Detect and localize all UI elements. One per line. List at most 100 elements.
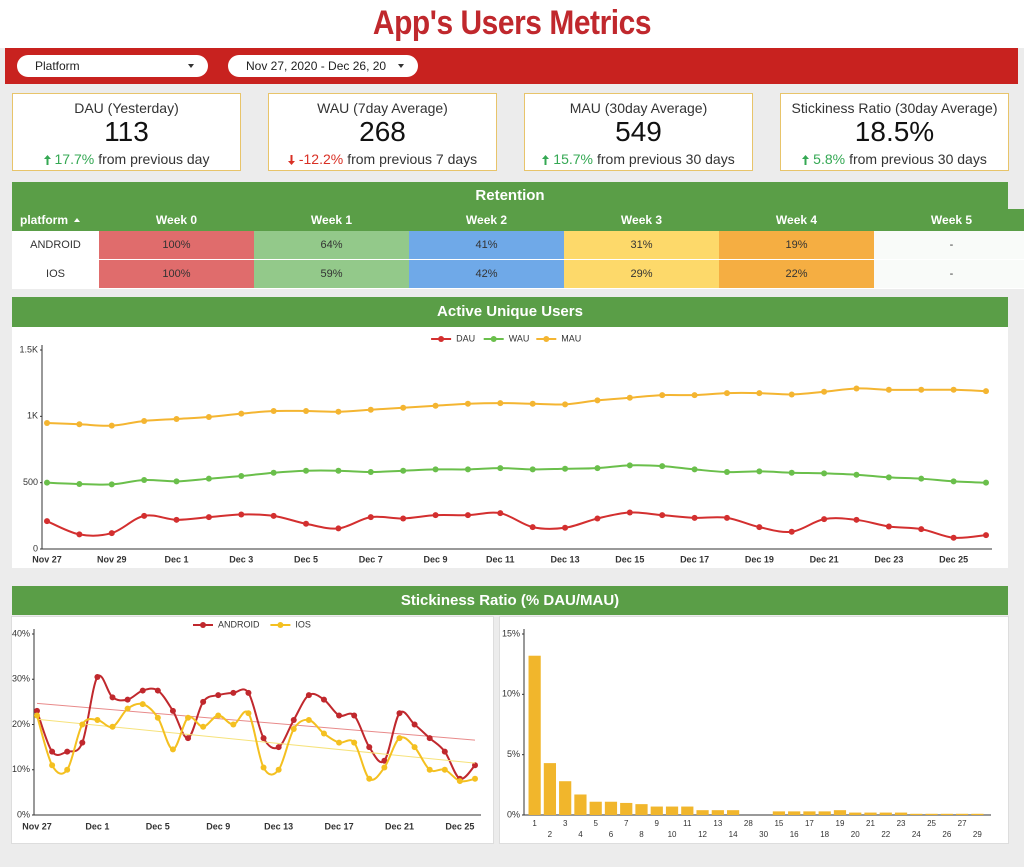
- bar: [818, 811, 831, 815]
- x-tick-label: 13: [713, 819, 722, 828]
- retention-panel: Retention platform Week 0 Week 1 Week 2 Week…: [12, 182, 1024, 289]
- data-point: [562, 524, 569, 531]
- data-point: [497, 400, 504, 407]
- x-tick-label: Dec 5: [294, 554, 318, 564]
- data-point: [245, 710, 252, 717]
- header-text: Week 2: [465, 213, 508, 227]
- data-point: [270, 408, 277, 415]
- retention-cell: 100%: [99, 231, 254, 260]
- legend-label: ANDROID: [218, 619, 260, 629]
- bar: [955, 813, 969, 815]
- header-text: Week 3: [620, 213, 663, 227]
- data-point: [260, 764, 267, 771]
- data-point: [275, 744, 282, 751]
- kpi-change: 15.7%: [553, 151, 593, 167]
- caret: [188, 64, 194, 68]
- arrow: [802, 155, 810, 165]
- bar: [894, 812, 908, 815]
- bar: [803, 811, 816, 815]
- data-point: [108, 530, 115, 537]
- trend-line: [36, 702, 476, 741]
- section-title: Stickiness Ratio (% DAU/MAU): [12, 586, 1008, 615]
- data-point: [44, 479, 50, 486]
- data-point: [366, 775, 373, 782]
- table-row: ANDROID 100% 64% 41% 31% 19% -: [12, 231, 1024, 260]
- data-point: [691, 392, 698, 399]
- data-point: [205, 475, 212, 482]
- x-tick-label: Dec 17: [680, 554, 709, 564]
- kpi-comparison: from previous 30 days: [596, 151, 735, 167]
- y-tick-label: 10%: [12, 764, 30, 774]
- x-tick-label: 3: [563, 819, 568, 828]
- x-tick-label: 8: [639, 830, 644, 839]
- data-point: [594, 465, 601, 472]
- bar: [604, 801, 618, 815]
- x-tick-label: Dec 3: [229, 554, 253, 564]
- kpi-value: 113: [104, 116, 149, 147]
- header-row: platform Week 0 Week 1 Week 2 Week 3 Week 4 We…: [12, 209, 1024, 231]
- y-tick-label: 1.5K: [19, 344, 38, 354]
- data-point: [821, 388, 828, 395]
- data-point: [885, 474, 892, 481]
- kpi-change: 5.8%: [813, 151, 846, 167]
- date-filter[interactable]: Nov 27, 2020 - Dec 26, 20: [228, 55, 418, 77]
- data-point: [139, 701, 146, 708]
- column-header[interactable]: platform: [12, 209, 99, 231]
- data-point: [472, 775, 478, 782]
- data-point: [441, 748, 448, 755]
- data-point: [230, 721, 237, 728]
- data-point: [432, 466, 439, 473]
- data-point: [124, 705, 131, 712]
- data-point: [426, 735, 433, 742]
- column-header: Week 5: [874, 209, 1024, 231]
- data-point: [983, 388, 989, 395]
- data-point: [76, 531, 83, 538]
- data-point: [441, 766, 448, 773]
- data-point: [918, 475, 925, 482]
- data-point: [626, 509, 633, 516]
- series-line: [46, 387, 987, 427]
- stickiness-line-panel: [12, 617, 493, 843]
- data-point: [275, 766, 282, 773]
- data-point: [400, 467, 407, 474]
- data-point: [464, 512, 471, 519]
- x-tick-label: 22: [881, 830, 890, 839]
- data-point: [918, 526, 925, 533]
- retention-cell: 19%: [719, 231, 874, 260]
- x-tick-label: Dec 25: [445, 821, 474, 831]
- data-point: [320, 696, 327, 703]
- x-tick-label: 10: [668, 830, 677, 839]
- x-tick-label: 6: [609, 830, 614, 839]
- data-point: [124, 696, 131, 703]
- bar: [650, 806, 663, 815]
- legend-dot: [490, 336, 497, 342]
- y-tick-label: 5%: [507, 749, 520, 759]
- x-tick-label: Dec 9: [424, 554, 448, 564]
- data-point: [821, 470, 828, 477]
- kpi-label: Stickiness Ratio (30day Average): [791, 100, 998, 116]
- header-text: Week 0: [155, 213, 198, 227]
- data-point: [336, 739, 343, 746]
- bar: [788, 811, 801, 815]
- section-title: Retention: [12, 182, 1008, 209]
- data-point: [320, 730, 327, 737]
- data-point: [853, 385, 860, 392]
- kpi-comparison: from previous day: [98, 151, 210, 167]
- data-point: [44, 518, 50, 525]
- column-header: Week 0: [99, 209, 254, 231]
- filter-label: Nov 27, 2020 - Dec 26, 20: [246, 59, 387, 73]
- x-tick-label: Dec 7: [359, 554, 383, 564]
- platform-filter[interactable]: Platform: [17, 55, 208, 77]
- bar: [772, 811, 786, 815]
- page-title: App's Users Metrics: [372, 4, 652, 42]
- x-tick-label: 4: [578, 830, 583, 839]
- kpi-change-row: 15.7% from previous 30 days: [525, 151, 752, 167]
- y-tick-label: 30%: [12, 674, 30, 684]
- data-point: [497, 465, 504, 472]
- data-point: [659, 512, 666, 519]
- x-tick-label: 21: [866, 819, 875, 828]
- data-point: [723, 514, 730, 521]
- data-point: [270, 512, 277, 519]
- data-point: [529, 400, 536, 407]
